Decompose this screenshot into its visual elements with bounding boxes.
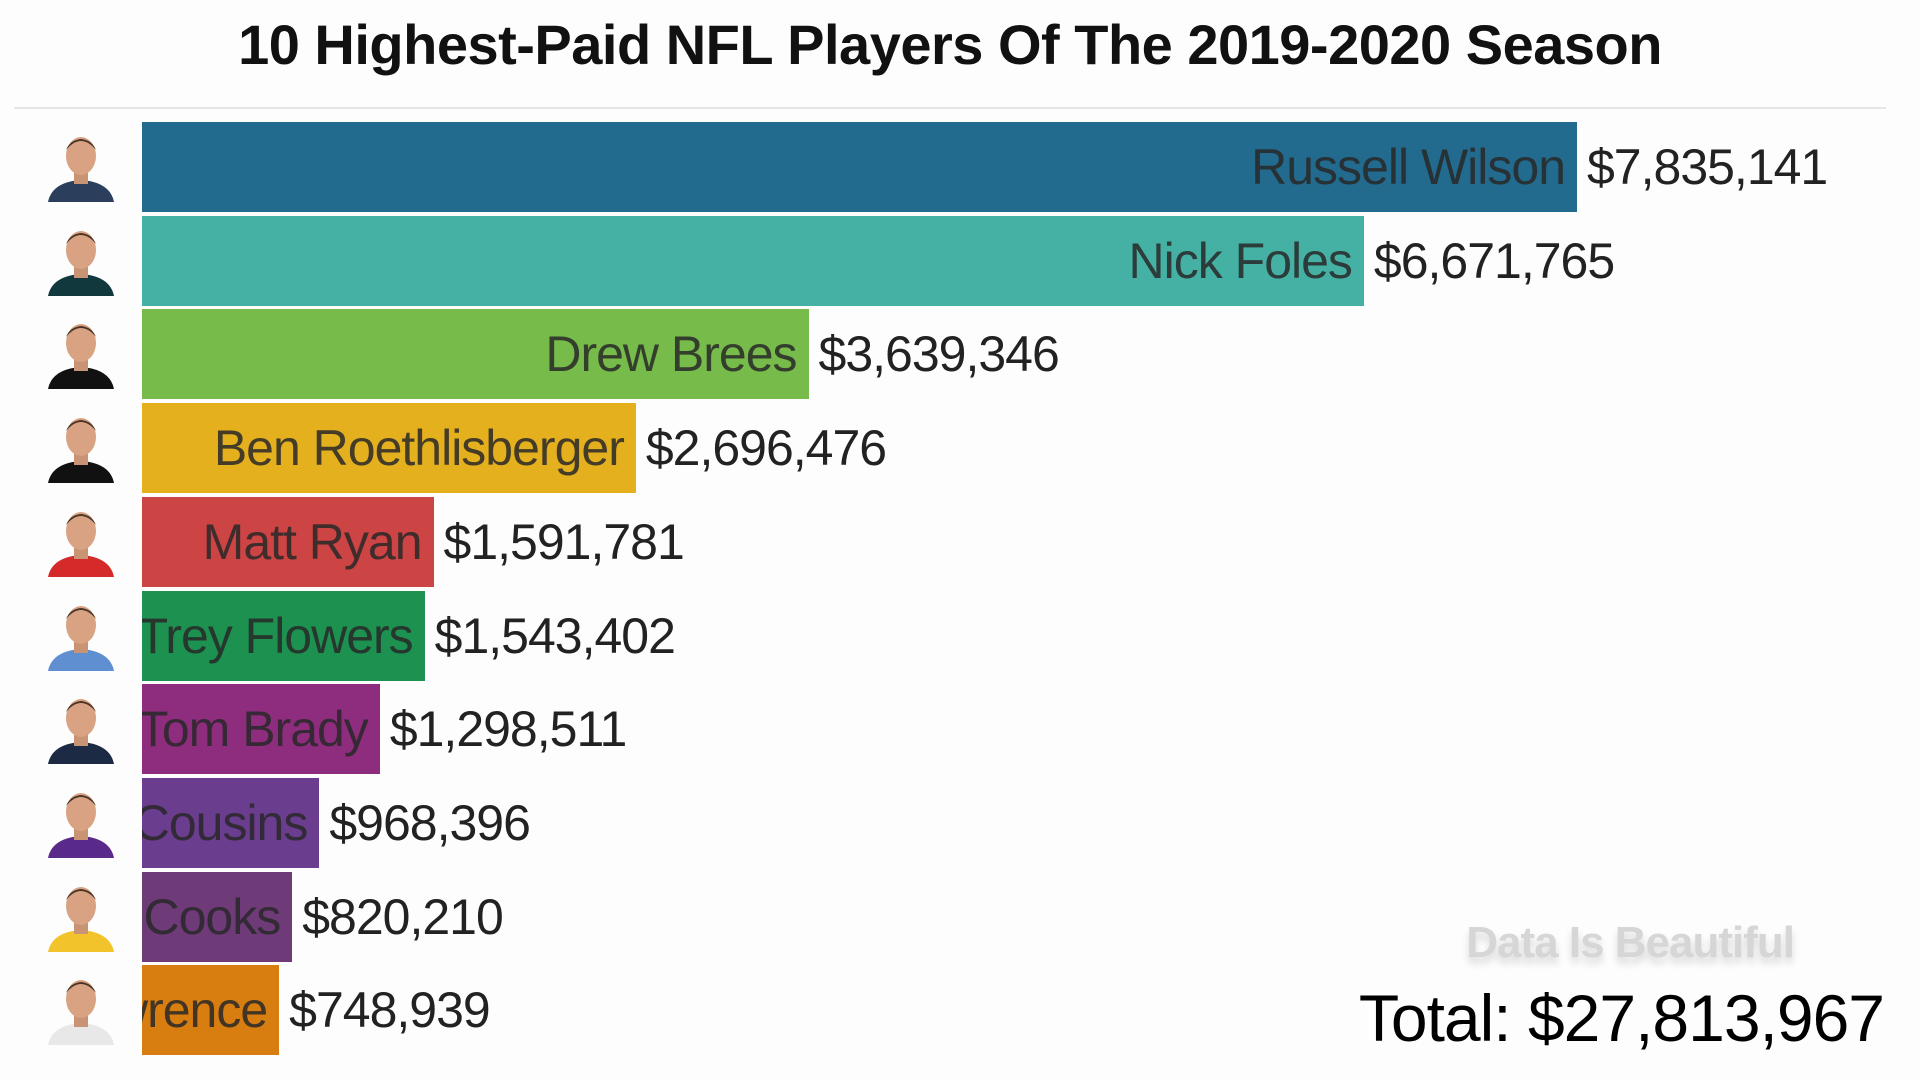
bar-label: Drew Brees bbox=[545, 326, 797, 383]
player-avatar-icon bbox=[44, 411, 118, 487]
bar: Trey Flowers bbox=[142, 590, 425, 681]
value-label: $2,696,476 bbox=[645, 420, 887, 477]
player-avatar-icon bbox=[44, 692, 118, 768]
value-label: $3,639,346 bbox=[818, 326, 1060, 383]
chart-title: 10 Highest-Paid NFL Players Of The 2019-… bbox=[238, 13, 1662, 76]
value-label: $820,210 bbox=[302, 888, 504, 945]
value-label: $968,396 bbox=[329, 794, 531, 851]
bar-row: Russell Wilson $7,835,141 bbox=[0, 122, 1920, 212]
bar: Demarcus Lawrence bbox=[142, 965, 280, 1056]
bar-label: Trey Flowers bbox=[142, 607, 414, 664]
player-avatar-icon bbox=[44, 505, 118, 581]
bar-label: Tom Brady bbox=[142, 701, 369, 758]
player-avatar-icon bbox=[44, 786, 118, 862]
bar-row: Tom Brady $1,298,511 bbox=[0, 684, 1920, 775]
bar-row: Matt Ryan $1,591,781 bbox=[0, 496, 1920, 587]
bar: Matt Ryan bbox=[142, 496, 434, 587]
title-divider bbox=[14, 107, 1886, 109]
bar-row: Demarcus Lawrence $748,939 bbox=[0, 965, 1920, 1056]
bar-label: Matt Ryan bbox=[202, 513, 423, 570]
bar: Ben Roethlisberger bbox=[142, 403, 636, 494]
value-label: $748,939 bbox=[289, 982, 491, 1039]
bar-label: Nick Foles bbox=[1128, 232, 1353, 289]
bar-row: Drew Brees $3,639,346 bbox=[0, 309, 1920, 400]
value-label: $7,835,141 bbox=[1587, 139, 1828, 195]
player-avatar-icon bbox=[44, 317, 118, 393]
bar: Drew Brees bbox=[142, 309, 809, 400]
bar-label: Brandin Cooks bbox=[142, 888, 281, 945]
bar-row: Kirk Cousins $968,396 bbox=[0, 777, 1920, 868]
player-avatar-icon bbox=[44, 880, 118, 956]
bar-label: Russell Wilson bbox=[1251, 139, 1566, 195]
bar: Russell Wilson bbox=[142, 122, 1577, 212]
player-avatar-icon bbox=[44, 224, 118, 300]
bar-label: Kirk Cousins bbox=[142, 794, 308, 851]
watermark: Data Is Beautiful bbox=[1466, 918, 1795, 967]
value-label: $1,591,781 bbox=[443, 513, 685, 570]
bar-row: Nick Foles $6,671,765 bbox=[0, 215, 1920, 306]
player-avatar-icon bbox=[44, 130, 118, 206]
bar-row: Ben Roethlisberger $2,696,476 bbox=[0, 403, 1920, 494]
value-label: $1,543,402 bbox=[434, 607, 676, 664]
bar: Nick Foles bbox=[142, 215, 1364, 306]
value-label: $1,298,511 bbox=[389, 701, 628, 758]
bar-label: Demarcus Lawrence bbox=[142, 982, 268, 1039]
bar: Kirk Cousins bbox=[142, 777, 320, 868]
bar-row: Trey Flowers $1,543,402 bbox=[0, 590, 1920, 681]
total-label: Total: $27,813,967 bbox=[1358, 981, 1885, 1055]
player-avatar-icon bbox=[44, 973, 118, 1049]
value-label: $6,671,765 bbox=[1373, 232, 1615, 289]
player-avatar-icon bbox=[44, 599, 118, 675]
bar-row: Brandin Cooks $820,210 bbox=[0, 871, 1920, 962]
bar: Tom Brady bbox=[142, 684, 380, 775]
bar: Brandin Cooks bbox=[142, 871, 293, 962]
bar-label: Ben Roethlisberger bbox=[213, 420, 625, 477]
